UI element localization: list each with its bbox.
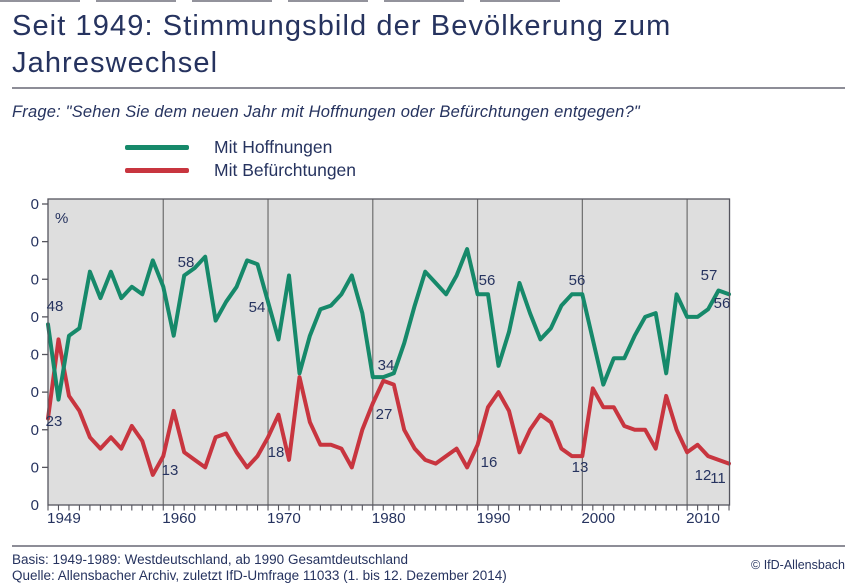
value-label-fear-2013: 12 [695, 467, 712, 484]
y-tick-label: 80 [30, 196, 39, 213]
value-label-fear-1990: 16 [481, 454, 498, 471]
value-label-fear-1960: 13 [162, 462, 179, 479]
y-tick-label: 70 [30, 234, 39, 251]
legend-label-fear: Mit Befürchtungen [214, 160, 357, 180]
series-fear-line [46, 337, 731, 477]
hope-line-swatch [125, 145, 189, 150]
x-tick-label: 1970 [267, 510, 301, 527]
value-label-fear-2000: 13 [572, 459, 589, 476]
value-label-fear-1970: 18 [268, 444, 285, 461]
page-title: Seit 1949: Stimmungsbild der Bevölkerung… [12, 8, 752, 82]
y-tick-label: 20 [30, 422, 39, 439]
value-label-hope-2014: 56 [714, 295, 731, 312]
value-label-hope-2000: 56 [569, 272, 586, 289]
y-tick-label: 10 [30, 459, 39, 476]
y-tick-label: 40 [30, 347, 39, 364]
x-tick-label: 1960 [162, 510, 196, 527]
fear-line-swatch [125, 168, 189, 173]
sentiment-line-chart: 0 10 20 30 40 50 60 70 80% 1949 1960 1970 1980 1990 20… [22, 195, 748, 527]
footer-copyright: © IfD-Allensbach [751, 558, 845, 572]
title-divider [12, 87, 845, 89]
footer-divider [12, 545, 845, 547]
value-label-fear-1980: 27 [376, 406, 393, 423]
value-label-hope-1949: 48 [47, 298, 64, 315]
series-hope-line [46, 247, 731, 402]
plot-border [47, 198, 731, 506]
value-label-fear-2014: 11 [710, 470, 726, 487]
x-axis: 1949 1960 1970 1980 1990 2000 2010 [47, 505, 730, 527]
legend-label-hope: Mit Hoffnungen [214, 137, 333, 157]
y-axis: 0 10 20 30 40 50 60 70 80 [22, 196, 48, 514]
value-label-hope-1980: 34 [378, 357, 395, 374]
value-label-fear-1949: 23 [46, 413, 63, 430]
survey-question: Frage: "Sehen Sie dem neuen Jahr mit Hof… [12, 103, 640, 121]
x-tick-label: 2010 [686, 510, 720, 527]
x-tick-label: 1949 [47, 510, 81, 527]
y-tick-label: 0 [31, 497, 39, 514]
y-tick-label: 60 [30, 271, 39, 288]
value-label-hope-1960: 58 [178, 254, 195, 271]
page-title-line2: Jahreswechsel [12, 47, 219, 79]
slide-top-edge-artifact [0, 0, 560, 2]
x-tick-label: 1990 [477, 510, 511, 527]
footer-quelle: Quelle: Allensbacher Archiv, zuletzt IfD… [12, 568, 507, 583]
percent-label: % [55, 210, 68, 227]
plot-area [48, 199, 730, 505]
value-label-hope-1990: 56 [479, 272, 496, 289]
value-label-hope-1970: 54 [249, 299, 266, 316]
x-tick-label: 2000 [581, 510, 615, 527]
y-tick-label: 50 [30, 309, 39, 326]
x-tick-label: 1980 [372, 510, 406, 527]
footer-basis: Basis: 1949-1989: Westdeutschland, ab 19… [12, 552, 409, 567]
y-tick-label: 30 [30, 384, 39, 401]
page-title-line1: Seit 1949: Stimmungsbild der Bevölkerung… [12, 10, 672, 42]
chart-svg: 0 10 20 30 40 50 60 70 80% 1949 1960 1970 1980 1990 20… [22, 196, 731, 527]
value-label-hope-2013: 57 [701, 267, 718, 284]
